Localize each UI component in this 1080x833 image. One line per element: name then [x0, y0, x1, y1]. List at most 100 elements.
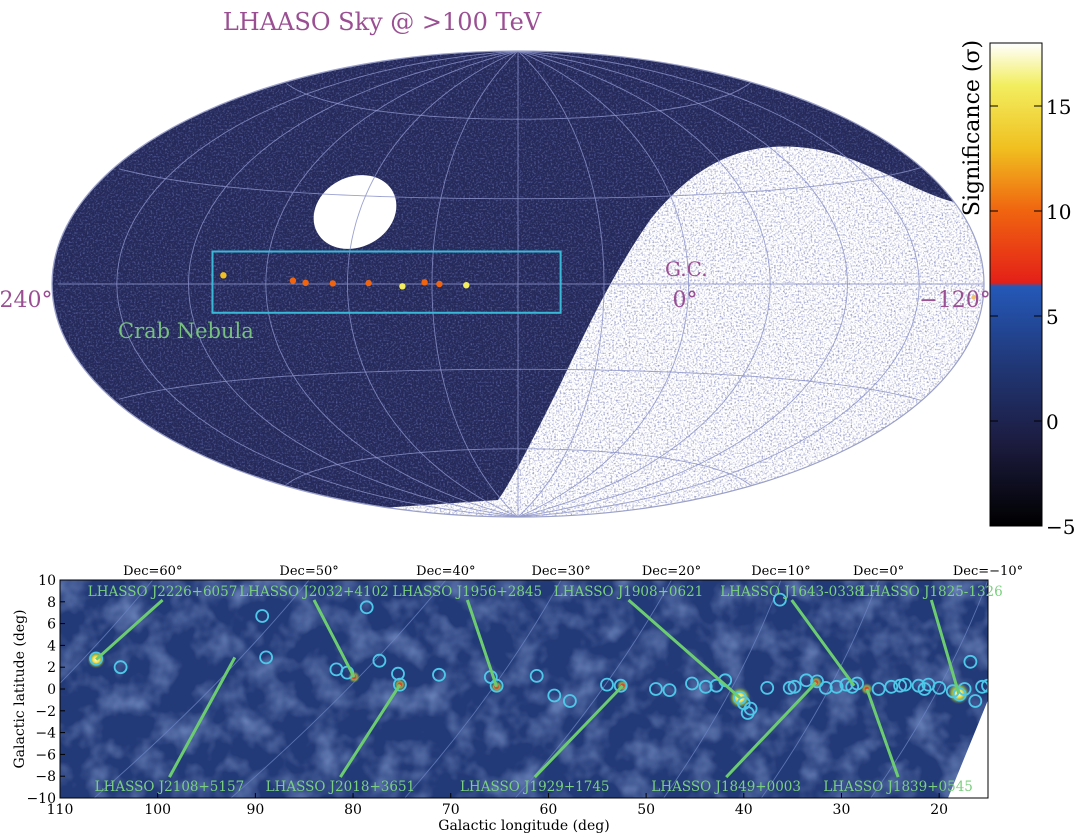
x-tick-label: 20	[930, 802, 948, 818]
inset-exposure-edge	[948, 700, 988, 798]
catalog-circle	[547, 688, 562, 703]
y-tick-label: −4	[35, 726, 56, 742]
source-label: LHASSO J1839+0545	[823, 779, 973, 795]
catalog-circle	[799, 673, 814, 688]
longitude-label-center: 0°	[673, 288, 698, 313]
x-tick-label: 40	[735, 802, 753, 818]
catalog-circle	[773, 592, 787, 607]
catalog-circle	[392, 677, 407, 692]
source-pointer-line	[533, 684, 624, 779]
x-tick-label: 110	[47, 802, 74, 818]
source-label: LHASSO J2108+5157	[95, 779, 245, 795]
x-tick-label: 50	[637, 802, 655, 818]
y-tick-label: 0	[47, 682, 56, 698]
source-label-lines	[95, 598, 961, 779]
sky-hotspot	[289, 277, 297, 284]
dec-label: Dec=20°	[642, 564, 701, 579]
colorbar-label: Significance (σ)	[960, 40, 985, 216]
x-axis-label: Galactic longitude (deg)	[438, 818, 609, 833]
catalog-circle	[975, 679, 988, 694]
dec-label: Dec=10°	[751, 564, 810, 579]
x-tick-label: 30	[833, 802, 851, 818]
sky-map-panel: LHAASO Sky @ >100 TeV 240° 0° −120° G.C.…	[0, 8, 991, 518]
dec-line	[870, 580, 988, 798]
catalog-circle	[932, 681, 947, 695]
dec-label: Dec=−10°	[953, 564, 1023, 579]
catalog-circle	[818, 681, 833, 695]
source-pointer-line	[929, 599, 961, 694]
x-tick-label: 60	[540, 802, 558, 818]
catalog-circle	[893, 678, 907, 693]
catalog-circle	[898, 677, 912, 692]
source-pointer-line	[168, 656, 237, 778]
crab-nebula-spot	[971, 294, 977, 300]
annotation-crab-nebula: Crab Nebula	[118, 319, 254, 343]
catalog-circle	[698, 679, 713, 694]
source-label: LHASSO J1956+2845	[393, 584, 543, 600]
parallel-line	[118, 167, 922, 200]
colorbar-tick-label: −5	[1046, 515, 1075, 539]
source-label: LHASSO J2032+4102	[239, 584, 389, 600]
longitude-label-left: 240°	[0, 288, 53, 313]
catalog-circle	[489, 678, 504, 693]
y-tick-label: 8	[47, 595, 56, 611]
catalog-circle	[89, 651, 103, 666]
y-tick-label: 4	[47, 638, 56, 654]
catalog-circle	[529, 669, 544, 683]
catalog-circle	[600, 677, 614, 692]
colorbar-tick-label: 5	[1046, 305, 1059, 329]
source-labels: LHASSO J2226+6057 LHASSO J2032+4102 LHASSO…	[88, 584, 1003, 795]
sky-hotspot	[399, 283, 406, 290]
dec-labels: Dec=60° Dec=50° Dec=40° Dec=30° Dec=20° Dec=1…	[123, 564, 1023, 579]
y-tick-label: 2	[47, 660, 56, 676]
x-tick-label: 100	[144, 802, 171, 818]
source-pointer-line	[312, 599, 356, 678]
source-label: LHASSO J2226+6057	[88, 584, 238, 600]
catalog-circle	[787, 679, 802, 694]
sky-hotspot	[436, 280, 443, 288]
catalog-circle	[782, 681, 797, 695]
inset-region-box	[211, 250, 562, 314]
source-label: LHASSO J1908+0621	[554, 584, 704, 600]
catalog-circle	[917, 682, 932, 696]
catalog-circle	[968, 694, 983, 708]
sky-hotspot	[421, 279, 428, 286]
dec-line	[761, 580, 880, 798]
graticule	[52, 51, 984, 517]
catalog-circle	[613, 678, 628, 693]
y-tick-label: −10	[26, 791, 56, 807]
source-label: LHASSO J1825-1326	[860, 584, 1003, 600]
parallel-line	[286, 448, 752, 487]
catalog-circle	[829, 679, 844, 694]
source-label: LHASSO J1643-0338	[720, 584, 863, 600]
source-pointer-line	[339, 683, 402, 778]
catalog-circle	[743, 701, 758, 716]
source-pointer-line	[725, 681, 818, 779]
catalog-circle	[871, 682, 886, 696]
catalog-circle	[113, 660, 128, 675]
x-tick-label: 90	[246, 802, 264, 818]
source-pointer-line	[465, 599, 499, 688]
source-pointer-line	[790, 599, 856, 687]
source-pointer-line	[865, 688, 900, 778]
colorbar-tick-label: 0	[1046, 410, 1059, 434]
y-tick-label: 6	[47, 617, 56, 633]
colorbar-tick-label: 15	[1046, 95, 1071, 119]
source-label: LHASSO J1929+1745	[460, 779, 610, 795]
y-tick-label: −6	[35, 747, 56, 763]
colorbar-gradient	[990, 43, 1042, 526]
x-tick-label: 70	[442, 802, 460, 818]
catalog-circle	[963, 654, 978, 669]
catalog-circle	[649, 682, 663, 696]
parallel-line	[118, 368, 922, 401]
sky-hotspots	[220, 272, 977, 300]
source-pointer-line	[95, 598, 164, 661]
catalog-circle	[760, 681, 775, 695]
catalog-circle	[563, 694, 577, 708]
dec-label: Dec=60°	[123, 564, 182, 579]
y-axis-label: Galactic latitude (deg)	[12, 610, 28, 769]
source-pointer-line	[627, 598, 741, 699]
catalog-circle	[662, 683, 677, 697]
